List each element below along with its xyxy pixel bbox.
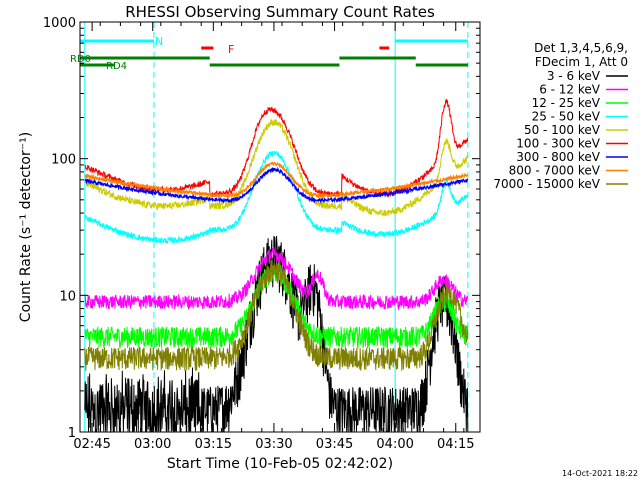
series-line-s2 bbox=[84, 246, 469, 311]
legend-label: 25 - 50 keV bbox=[532, 110, 601, 124]
rd0-label: RD0 bbox=[70, 54, 91, 65]
n-label: N bbox=[155, 35, 163, 48]
series-line-s7 bbox=[84, 166, 469, 205]
legend-label: 6 - 12 keV bbox=[539, 83, 601, 97]
series-line-s4 bbox=[84, 150, 469, 244]
x-tick-label: 03:45 bbox=[316, 437, 353, 452]
legend-label: 100 - 300 keV bbox=[516, 137, 600, 151]
series-line-s9 bbox=[84, 259, 469, 371]
y-tick-label: 1 bbox=[68, 426, 76, 441]
x-tick-label: 04:00 bbox=[376, 437, 413, 452]
x-axis-label: Start Time (10-Feb-05 02:42:02) bbox=[167, 456, 393, 472]
legend-label: 50 - 100 keV bbox=[524, 123, 601, 137]
legend-label: 300 - 800 keV bbox=[516, 150, 600, 164]
y-axis-ticks: 1 10 100 1000 bbox=[43, 16, 480, 441]
x-axis-ticks: 02:45 03:00 03:15 03:30 03:45 04:00 04:15 bbox=[73, 22, 474, 452]
x-tick-label: 03:15 bbox=[195, 437, 232, 452]
x-tick-label: 02:45 bbox=[73, 437, 110, 452]
x-tick-label: 04:15 bbox=[437, 437, 474, 452]
y-axis-label: Count Rate (s⁻¹ detector⁻¹) bbox=[18, 132, 34, 322]
annotation-bands bbox=[80, 22, 469, 432]
legend-label: 3 - 6 keV bbox=[547, 69, 601, 83]
plot-frame bbox=[79, 21, 481, 433]
series-line-s1 bbox=[84, 235, 469, 434]
legend-header-line-1: Det 1,3,4,5,6,9, bbox=[534, 41, 628, 55]
series-line-s5 bbox=[84, 118, 469, 217]
chart-title: RHESSI Observing Summary Count Rates bbox=[125, 3, 435, 21]
legend-label: 800 - 7000 keV bbox=[509, 164, 601, 178]
series-line-s6 bbox=[84, 98, 469, 198]
legend-label: 12 - 25 keV bbox=[532, 96, 601, 110]
timestamp: 14-Oct-2021 18:22 bbox=[562, 469, 638, 478]
series-layer bbox=[84, 98, 469, 434]
f-label: F bbox=[228, 43, 234, 56]
legend-label: 7000 - 15000 keV bbox=[493, 177, 600, 191]
series-line-s8 bbox=[84, 161, 469, 200]
x-tick-label: 03:00 bbox=[134, 437, 171, 452]
legend-header-line-2: FDecim 1, Att 0 bbox=[535, 55, 628, 69]
y-tick-label: 10 bbox=[59, 289, 76, 304]
x-tick-label: 03:30 bbox=[255, 437, 292, 452]
rd4-label: RD4 bbox=[106, 61, 127, 72]
y-tick-label: 100 bbox=[51, 153, 76, 168]
y-tick-label: 1000 bbox=[43, 16, 76, 31]
